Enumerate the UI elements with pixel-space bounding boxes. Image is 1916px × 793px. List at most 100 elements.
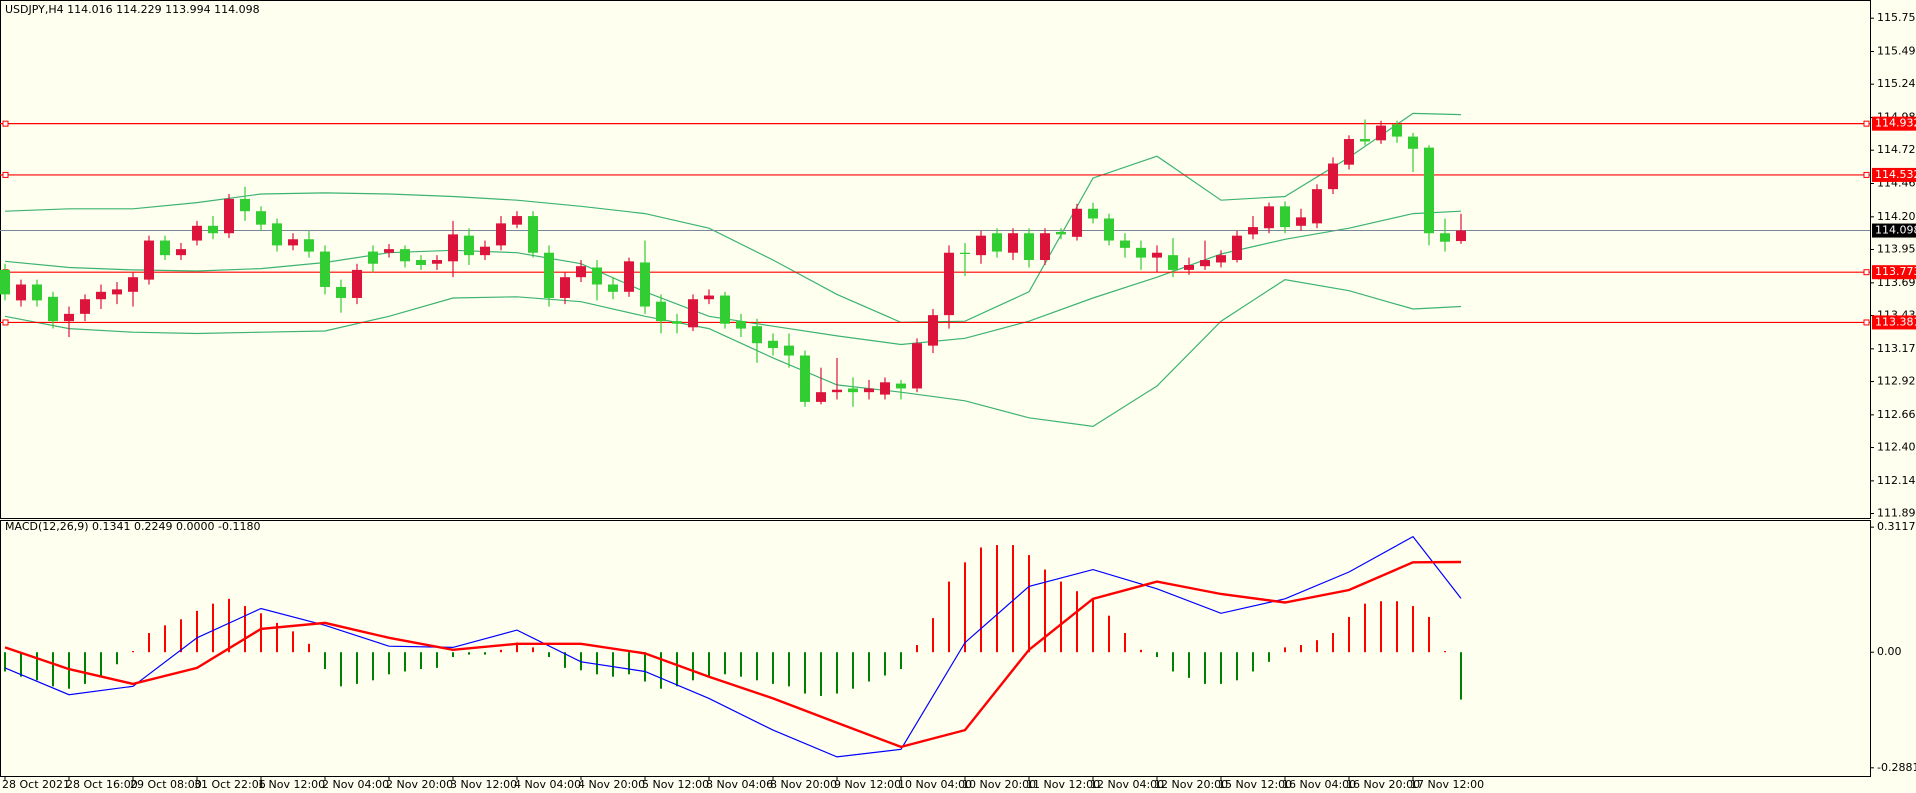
candle-body bbox=[128, 277, 138, 292]
candle-body bbox=[432, 260, 442, 264]
level-label-box bbox=[1872, 116, 1916, 131]
candle-body bbox=[144, 240, 154, 280]
candle-body bbox=[1072, 208, 1082, 237]
candle-body bbox=[176, 249, 186, 256]
y-tick-label: 0.00 bbox=[1877, 645, 1902, 658]
candle-body bbox=[992, 233, 1002, 252]
candle-body bbox=[160, 240, 170, 256]
candle-body bbox=[416, 260, 426, 266]
candle-body bbox=[848, 388, 858, 393]
candle-body bbox=[1424, 147, 1434, 234]
bollinger-band bbox=[4, 278, 1462, 428]
x-tick-label: 10 Nov 04:00 bbox=[898, 778, 972, 791]
x-tick-label: 17 Nov 12:00 bbox=[1410, 778, 1484, 791]
candle-body bbox=[384, 249, 394, 253]
level-label: 114.532 bbox=[1875, 168, 1916, 181]
candle-body bbox=[640, 262, 650, 307]
macd-panel-frame bbox=[0, 520, 1871, 777]
candle-body bbox=[1280, 206, 1290, 228]
level-label-box bbox=[1872, 167, 1916, 182]
candle-body bbox=[256, 211, 266, 225]
candle-body bbox=[96, 291, 106, 300]
level-handle bbox=[2, 120, 9, 127]
candle-body bbox=[192, 225, 202, 241]
candle-body bbox=[912, 343, 922, 389]
candle-body bbox=[1312, 189, 1322, 224]
bollinger-band bbox=[4, 112, 1462, 324]
macd-line bbox=[4, 535, 1462, 758]
level-handle bbox=[2, 319, 9, 326]
candle-body bbox=[464, 235, 474, 256]
level-handle bbox=[1863, 319, 1870, 326]
candle-body bbox=[1008, 233, 1018, 253]
candle-body bbox=[736, 321, 746, 329]
candle-body bbox=[672, 321, 682, 324]
candle-body bbox=[1104, 218, 1114, 241]
y-tick-label: 113.175 bbox=[1877, 342, 1916, 355]
candle-body bbox=[448, 234, 458, 262]
candle-body bbox=[688, 299, 698, 328]
candle-body bbox=[400, 249, 410, 262]
x-tick-label: 29 Oct 08:00 bbox=[130, 778, 202, 791]
candle-body bbox=[1120, 240, 1130, 248]
y-tick-label: 111.890 bbox=[1877, 507, 1916, 520]
candle-body bbox=[1408, 136, 1418, 149]
candle-body bbox=[1152, 252, 1162, 258]
level-handle bbox=[1863, 171, 1870, 178]
x-tick-label: 8 Nov 04:06 bbox=[706, 778, 773, 791]
candle-body bbox=[1376, 125, 1386, 141]
candle-body bbox=[1264, 206, 1274, 229]
candle-body bbox=[1344, 139, 1354, 165]
x-tick-label: 31 Oct 22:06 bbox=[194, 778, 266, 791]
x-tick-label: 2 Nov 04:00 bbox=[322, 778, 389, 791]
candle-body bbox=[496, 223, 506, 246]
y-tick-label: 112.660 bbox=[1877, 408, 1916, 421]
level-label-box bbox=[1872, 265, 1916, 280]
candle-body bbox=[944, 252, 954, 316]
x-tick-label: 3 Nov 12:00 bbox=[450, 778, 517, 791]
candle-body bbox=[1056, 231, 1066, 235]
level-label-box bbox=[1872, 315, 1916, 330]
candle-body bbox=[32, 284, 42, 301]
x-tick-label: 4 Nov 04:00 bbox=[514, 778, 581, 791]
candle-body bbox=[352, 269, 362, 298]
x-tick-label: 10 Nov 20:00 bbox=[962, 778, 1036, 791]
y-tick-label: -0.2881 bbox=[1877, 761, 1916, 774]
candle-body bbox=[656, 301, 666, 322]
candle-body bbox=[544, 252, 554, 298]
level-label: 113.773 bbox=[1875, 265, 1916, 278]
candle-body bbox=[1296, 217, 1306, 226]
candle-body bbox=[960, 252, 970, 255]
candle-body bbox=[1168, 255, 1178, 270]
x-tick-label: 16 Nov 20:00 bbox=[1346, 778, 1420, 791]
candle-body bbox=[1136, 247, 1146, 258]
candle-body bbox=[1040, 233, 1050, 261]
y-tick-label: 115.495 bbox=[1877, 44, 1916, 57]
candle-body bbox=[1360, 139, 1370, 142]
candle-body bbox=[896, 383, 906, 389]
candle-body bbox=[368, 251, 378, 264]
candle-body bbox=[208, 225, 218, 234]
level-handle bbox=[2, 171, 9, 178]
level-label: 114.932 bbox=[1875, 117, 1916, 130]
candle-body bbox=[1216, 255, 1226, 263]
y-tick-label: 113.950 bbox=[1877, 243, 1916, 256]
candle-body bbox=[560, 277, 570, 298]
macd-line bbox=[4, 560, 1462, 749]
candle-body bbox=[512, 216, 522, 225]
candle-body bbox=[1440, 233, 1450, 242]
level-handle bbox=[1863, 269, 1870, 276]
y-tick-label: 115.755 bbox=[1877, 11, 1916, 24]
candle-body bbox=[576, 266, 586, 278]
y-tick-label: 114.725 bbox=[1877, 143, 1916, 156]
chart-title: USDJPY,H4 114.016 114.229 113.994 114.09… bbox=[5, 3, 260, 16]
level-label: 113.381 bbox=[1875, 315, 1916, 328]
candle-body bbox=[1392, 124, 1402, 137]
y-tick-label: 112.405 bbox=[1877, 441, 1916, 454]
candle-body bbox=[592, 267, 602, 285]
x-tick-label: 16 Nov 04:00 bbox=[1282, 778, 1356, 791]
candle-body bbox=[528, 216, 538, 253]
candle-body bbox=[48, 296, 58, 322]
candle-body bbox=[976, 235, 986, 256]
x-tick-label: 5 Nov 12:00 bbox=[642, 778, 709, 791]
